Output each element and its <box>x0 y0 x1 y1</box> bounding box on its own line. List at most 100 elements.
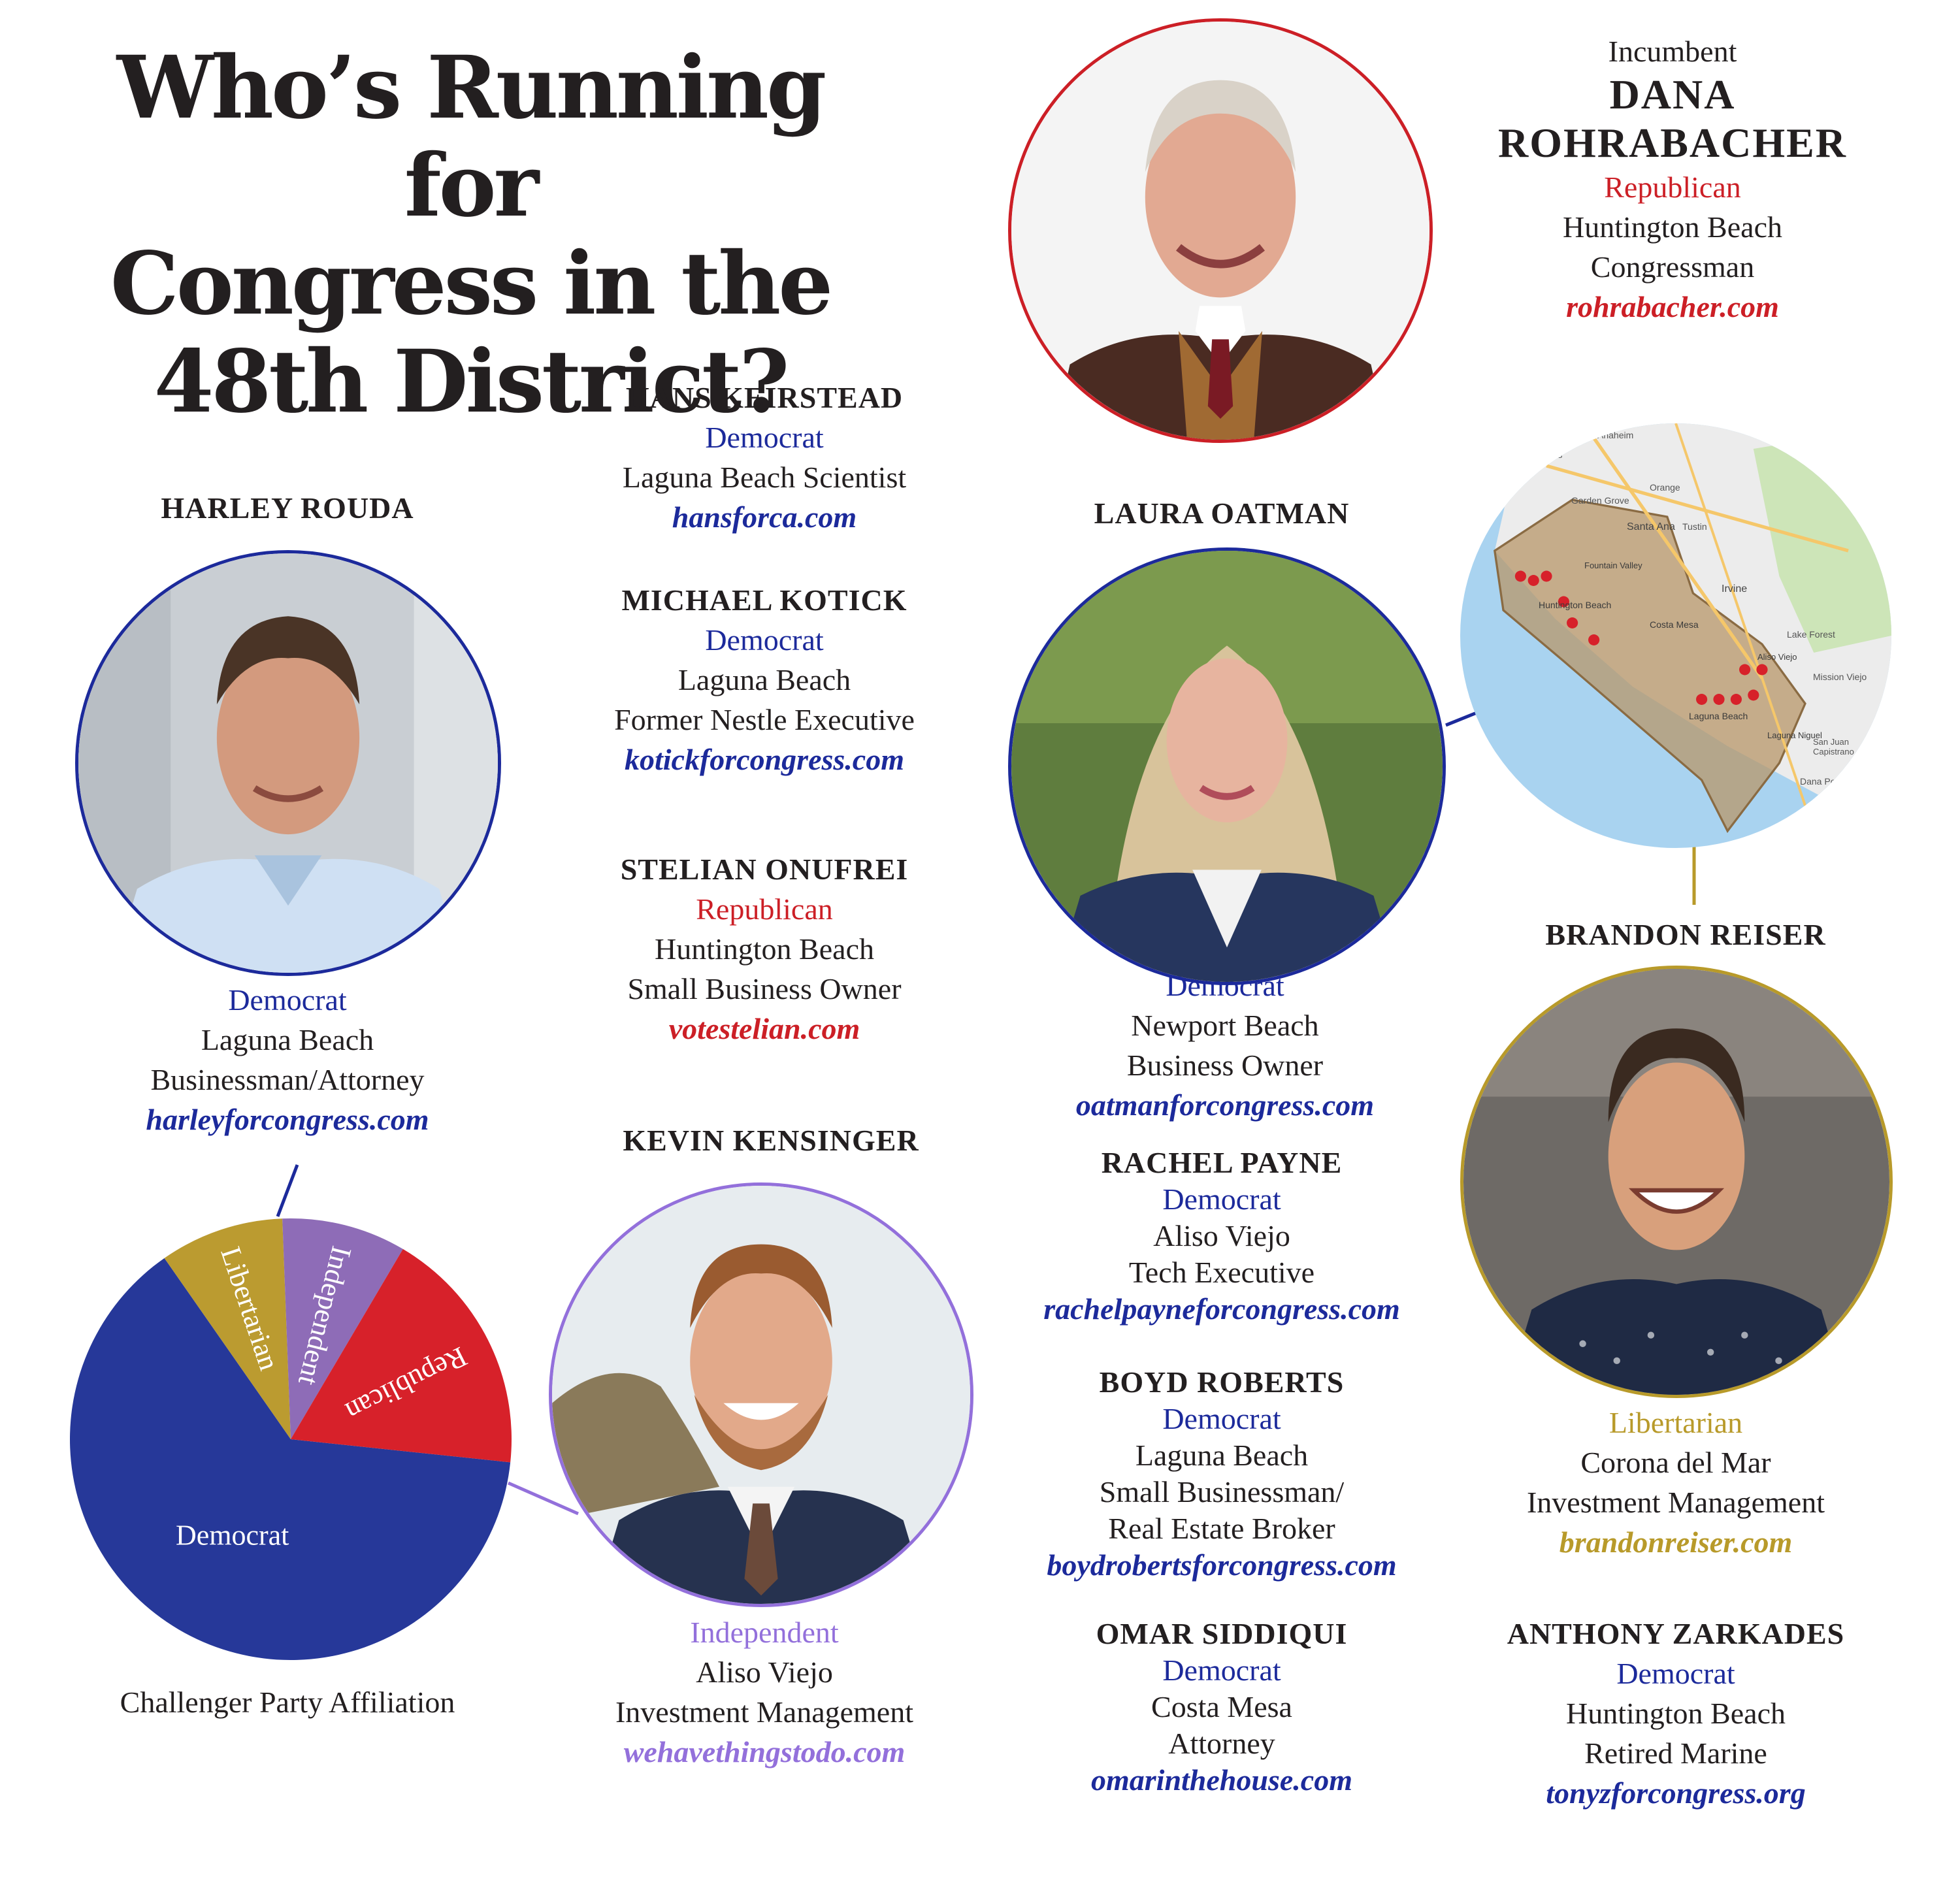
candidate-detail: Real Estate Broker <box>1108 1512 1335 1545</box>
incumbent-name-line-1: DANA <box>1609 71 1736 118</box>
candidate-brandon-reiser: Libertarian Corona del Mar Investment Ma… <box>1457 1403 1895 1562</box>
candidate-detail: Corona del Mar <box>1580 1446 1771 1479</box>
pie-slice-democrat <box>69 1258 511 1660</box>
map-label: Huntington Beach <box>1539 600 1612 610</box>
page-title: Who’s Running for Congress in the 48th D… <box>98 39 843 431</box>
candidate-detail: Businessman/Attorney <box>150 1063 425 1096</box>
candidate-laura-oatman: Democrat Newport Beach Business Owner oa… <box>993 966 1457 1125</box>
laura-oatman-photo <box>1008 547 1446 985</box>
incumbent-label: Incumbent <box>1608 35 1737 68</box>
candidate-hans-keirstead: HANS KEIRSTEAD Democrat Laguna Beach Sci… <box>562 378 967 537</box>
map-label: Garden Grove <box>1571 495 1629 506</box>
title-line-3: 48th District? <box>154 331 790 432</box>
candidate-detail: Former Nestle Executive <box>614 703 915 736</box>
candidate-name: HANS KEIRSTEAD <box>625 381 904 414</box>
candidate-michael-kotick: MICHAEL KOTICK Democrat Laguna Beach For… <box>562 580 967 779</box>
map-label: Orange <box>1650 482 1680 493</box>
candidate-name: ANTHONY ZARKADES <box>1507 1617 1845 1650</box>
candidate-website-link[interactable]: hansforca.com <box>672 500 857 534</box>
district-map: Anaheim Cypress Orange Garden Grove Sant… <box>1460 423 1891 848</box>
candidate-detail: Laguna Beach <box>678 663 851 696</box>
kevin-kensinger-photo <box>549 1182 973 1607</box>
candidate-party: Democrat <box>705 421 824 454</box>
candidate-detail: Aliso Viejo <box>696 1655 833 1689</box>
candidate-detail: Laguna Beach Scientist <box>622 461 907 494</box>
candidate-website-link[interactable]: omarinthehouse.com <box>1090 1763 1352 1797</box>
map-label: Anaheim <box>1597 430 1634 440</box>
candidate-detail: Aliso Viejo <box>1153 1219 1290 1252</box>
map-label: Laguna Niguel <box>1767 730 1822 740</box>
pie-chart-title: Challenger Party Affiliation <box>120 1686 455 1719</box>
candidate-harley-rouda: Democrat Laguna Beach Businessman/Attorn… <box>65 980 510 1139</box>
map-label: Lake Forest <box>1787 629 1835 640</box>
candidate-detail: Business Owner <box>1126 1049 1324 1082</box>
candidate-website-link[interactable]: votestelian.com <box>668 1012 860 1045</box>
candidate-website-link[interactable]: boydrobertsforcongress.com <box>1047 1548 1397 1582</box>
candidate-detail: Retired Marine <box>1584 1736 1767 1770</box>
candidate-party: Democrat <box>228 983 347 1017</box>
map-label: Laguna Beach <box>1689 711 1748 721</box>
incumbent-party: Republican <box>1604 171 1741 204</box>
candidate-website-link[interactable]: brandonreiser.com <box>1559 1525 1793 1559</box>
incumbent-info: Incumbent DANA ROHRABACHER Republican Hu… <box>1457 33 1888 327</box>
pie-slice-republican <box>291 1248 512 1463</box>
map-label: Mission Viejo <box>1813 672 1867 682</box>
harley-pie-connector <box>276 1164 299 1217</box>
candidate-detail: Investment Management <box>615 1695 914 1729</box>
candidate-boyd-roberts: BOYD ROBERTS Democrat Laguna Beach Small… <box>1000 1364 1444 1584</box>
harley-rouda-name: HARLEY ROUDA <box>161 491 414 525</box>
candidate-website-link[interactable]: oatmanforcongress.com <box>1075 1088 1375 1122</box>
candidate-detail: Laguna Beach <box>201 1023 374 1056</box>
candidate-kevin-kensinger: Independent Aliso Viejo Investment Manag… <box>542 1612 987 1772</box>
candidate-omar-siddiqui: OMAR SIDDIQUI Democrat Costa Mesa Attorn… <box>1000 1616 1444 1799</box>
candidate-party: Democrat <box>1162 1182 1281 1216</box>
candidate-detail: Small Business Owner <box>627 972 902 1005</box>
candidate-anthony-zarkades: ANTHONY ZARKADES Democrat Huntington Bea… <box>1463 1614 1888 1813</box>
candidate-name: BOYD ROBERTS <box>1099 1365 1345 1399</box>
candidate-detail: Attorney <box>1168 1727 1275 1760</box>
candidate-name: OMAR SIDDIQUI <box>1096 1617 1348 1650</box>
dana-rohrabacher-photo <box>1008 18 1433 443</box>
map-label: Tustin <box>1682 521 1707 532</box>
candidate-website-link[interactable]: wehavethingstodo.com <box>623 1735 906 1768</box>
candidate-party: Libertarian <box>1609 1406 1743 1439</box>
candidate-detail: Huntington Beach <box>1566 1697 1786 1730</box>
candidate-detail: Laguna Beach <box>1135 1439 1309 1472</box>
candidate-party: Independent <box>690 1616 839 1649</box>
pie-label-democrat: Democrat <box>176 1519 289 1551</box>
map-label: Aliso Viejo <box>1757 652 1797 662</box>
map-label: Dana Point <box>1800 776 1846 787</box>
candidate-website-link[interactable]: kotickforcongress.com <box>624 743 904 776</box>
map-label: Fountain Valley <box>1584 561 1642 570</box>
candidate-detail: Small Businessman/ <box>1099 1475 1345 1508</box>
candidate-party: Republican <box>696 892 833 926</box>
candidate-name: RACHEL PAYNE <box>1101 1146 1343 1179</box>
candidate-detail: Newport Beach <box>1131 1009 1319 1042</box>
candidate-party: Democrat <box>1166 969 1284 1002</box>
candidate-stelian-onufrei: STELIAN ONUFREI Republican Huntington Be… <box>562 849 967 1049</box>
candidate-website-link[interactable]: tonyzforcongress.org <box>1546 1776 1806 1810</box>
map-label: Santa Ana <box>1627 521 1675 532</box>
harley-rouda-photo <box>75 550 501 976</box>
candidate-name: STELIAN ONUFREI <box>620 853 909 886</box>
incumbent-website-link[interactable]: rohrabacher.com <box>1566 290 1779 323</box>
map-label: Irvine <box>1722 583 1748 595</box>
candidate-rachel-payne: RACHEL PAYNE Democrat Aliso Viejo Tech E… <box>1000 1145 1444 1328</box>
incumbent-name-line-2: ROHRABACHER <box>1497 120 1848 166</box>
candidate-website-link[interactable]: harleyforcongress.com <box>146 1103 429 1136</box>
candidate-website-link[interactable]: rachelpayneforcongress.com <box>1043 1292 1400 1326</box>
brandon-reiser-name: BRANDON REISER <box>1545 918 1826 951</box>
candidate-detail: Tech Executive <box>1128 1256 1315 1289</box>
pie-slice-independent <box>282 1218 403 1439</box>
kevin-kensinger-name: KEVIN KENSINGER <box>623 1124 919 1157</box>
title-line-2: Congress in the <box>110 233 833 334</box>
incumbent-occupation: Congressman <box>1590 250 1755 284</box>
candidate-detail: Costa Mesa <box>1151 1690 1292 1723</box>
candidate-detail: Investment Management <box>1526 1486 1825 1519</box>
candidate-party: Democrat <box>1616 1657 1735 1690</box>
candidate-party: Democrat <box>1162 1654 1281 1687</box>
brandon-reiser-photo <box>1460 966 1893 1398</box>
pie-slice-libertarian <box>164 1218 291 1439</box>
title-line-1: Who’s Running for <box>116 37 827 236</box>
